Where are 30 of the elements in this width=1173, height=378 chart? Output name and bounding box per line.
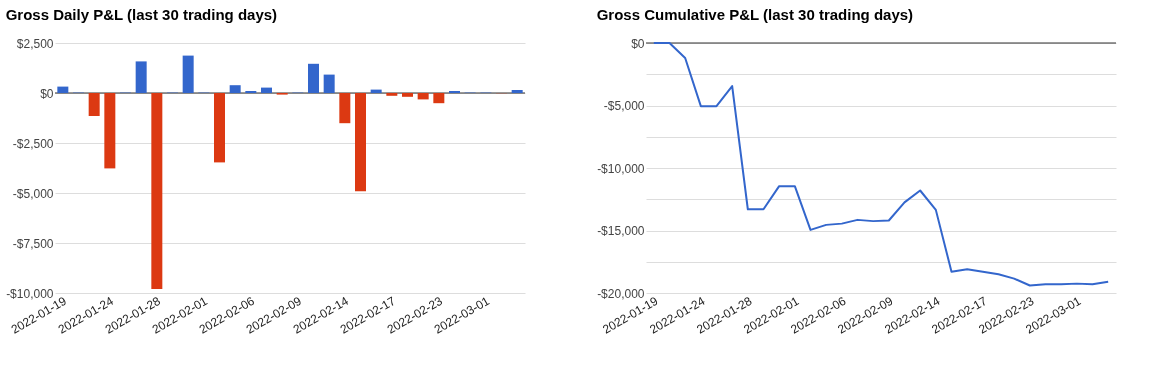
y-tick-label: $0 — [40, 86, 54, 101]
y-tick-label: -$10,000 — [597, 161, 645, 176]
y-tick-label: -$5,000 — [12, 186, 54, 201]
bar — [135, 61, 147, 93]
y-tick-label: -$15,000 — [597, 224, 645, 238]
y-tick-label: $2,500 — [16, 36, 54, 51]
bar — [182, 55, 194, 93]
bar — [386, 93, 398, 96]
chart-title: Gross Daily P&L (last 30 trading days) — [5, 6, 278, 23]
bar — [402, 93, 413, 97]
y-tick-label: -$2,500 — [12, 136, 54, 151]
y-tick-label: $0 — [631, 36, 645, 51]
chart-title: Gross Cumulative P&L (last 30 trading days) — [596, 6, 914, 23]
bar — [261, 87, 272, 93]
bar — [511, 90, 523, 93]
bar — [355, 93, 366, 192]
bar — [104, 93, 116, 169]
y-tick-label: -$5,000 — [603, 99, 645, 113]
bar — [151, 93, 163, 289]
bar — [433, 93, 445, 104]
bar — [417, 93, 429, 100]
y-tick-label: -$7,500 — [12, 236, 54, 251]
bar — [214, 93, 225, 163]
bar — [229, 85, 241, 93]
bar — [308, 63, 319, 93]
bar — [88, 93, 100, 116]
bar — [57, 86, 69, 93]
bar — [339, 93, 351, 124]
bar — [323, 74, 335, 93]
line-series — [652, 42, 1110, 287]
